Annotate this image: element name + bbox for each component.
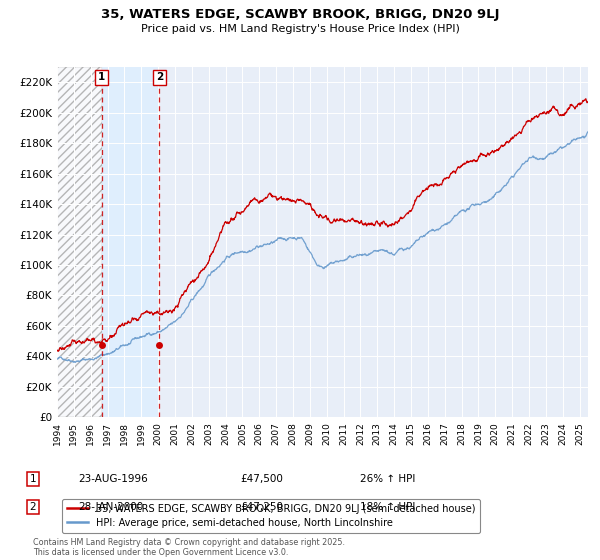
- Text: Price paid vs. HM Land Registry's House Price Index (HPI): Price paid vs. HM Land Registry's House …: [140, 24, 460, 34]
- Text: 1: 1: [98, 72, 105, 82]
- Text: 26% ↑ HPI: 26% ↑ HPI: [360, 474, 415, 484]
- Text: 35, WATERS EDGE, SCAWBY BROOK, BRIGG, DN20 9LJ: 35, WATERS EDGE, SCAWBY BROOK, BRIGG, DN…: [101, 8, 499, 21]
- Bar: [57, 67, 101, 417]
- Legend: 35, WATERS EDGE, SCAWBY BROOK, BRIGG, DN20 9LJ (semi-detached house), HPI: Avera: 35, WATERS EDGE, SCAWBY BROOK, BRIGG, DN…: [62, 499, 480, 533]
- Text: 2: 2: [29, 502, 37, 512]
- Text: 23-AUG-1996: 23-AUG-1996: [78, 474, 148, 484]
- Text: 2: 2: [155, 72, 163, 82]
- Text: Contains HM Land Registry data © Crown copyright and database right 2025.
This d: Contains HM Land Registry data © Crown c…: [33, 538, 345, 557]
- Bar: [101, 67, 160, 417]
- Text: £47,250: £47,250: [240, 502, 283, 512]
- Text: 28-JAN-2000: 28-JAN-2000: [78, 502, 143, 512]
- Text: 18% ↑ HPI: 18% ↑ HPI: [360, 502, 415, 512]
- Text: £47,500: £47,500: [240, 474, 283, 484]
- Text: 1: 1: [29, 474, 37, 484]
